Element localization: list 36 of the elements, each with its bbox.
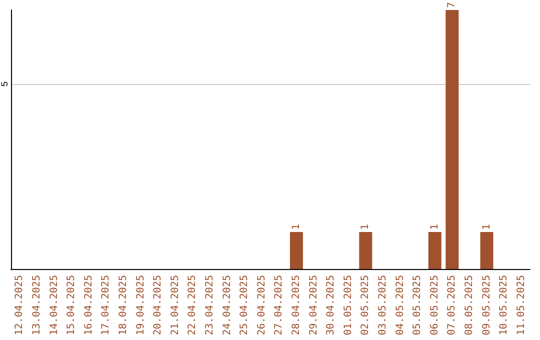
x-tick-label: 16.04.2025 — [83, 275, 94, 336]
x-tick-label: 21.04.2025 — [170, 275, 181, 336]
x-tick-label: 26.04.2025 — [256, 275, 268, 336]
x-tick-label: 23.04.2025 — [204, 275, 216, 336]
x-tick-label: 28.04.2025 — [290, 275, 302, 336]
x-tick-label: 11.05.2025 — [516, 275, 527, 336]
x-tick-label: 09.05.2025 — [481, 275, 492, 336]
x-tick-label: 17.04.2025 — [100, 275, 112, 336]
x-tick-label: 04.05.2025 — [394, 275, 406, 336]
x-tick-label: 12.04.2025 — [14, 275, 26, 336]
x-tick-label: 19.04.2025 — [135, 275, 146, 336]
x-tick-label: 08.05.2025 — [464, 275, 475, 336]
x-tick-label: 25.04.2025 — [239, 275, 250, 336]
x-tick-label: 02.05.2025 — [360, 275, 372, 336]
x-tick-label: 22.04.2025 — [187, 275, 198, 336]
x-tick-label: 07.05.2025 — [446, 275, 458, 336]
data-label: 7 — [446, 2, 458, 8]
x-tick-label: 27.04.2025 — [274, 275, 285, 336]
x-tick-label: 03.05.2025 — [377, 275, 388, 336]
data-label: 1 — [429, 224, 440, 230]
x-tick-label: 24.04.2025 — [222, 275, 233, 336]
x-tick-label: 20.04.2025 — [152, 275, 164, 336]
x-tick-label: 14.04.2025 — [48, 275, 60, 336]
x-tick-label: 01.05.2025 — [342, 275, 354, 336]
x-tick-label: 30.04.2025 — [326, 275, 337, 336]
x-tick-label: 05.05.2025 — [412, 275, 424, 336]
x-tick-label: 29.04.2025 — [308, 275, 320, 336]
data-label: 1 — [290, 224, 302, 230]
data-label: 1 — [360, 224, 372, 230]
y-tick-label: 5 — [0, 81, 10, 87]
x-tick-label: 13.04.2025 — [31, 275, 42, 336]
x-tick-label: 06.05.2025 — [429, 275, 440, 336]
data-label: 1 — [481, 224, 492, 230]
x-tick-label: 10.05.2025 — [498, 275, 510, 336]
x-tick-label: 15.04.2025 — [66, 275, 78, 336]
x-tick-label: 18.04.2025 — [118, 275, 129, 336]
